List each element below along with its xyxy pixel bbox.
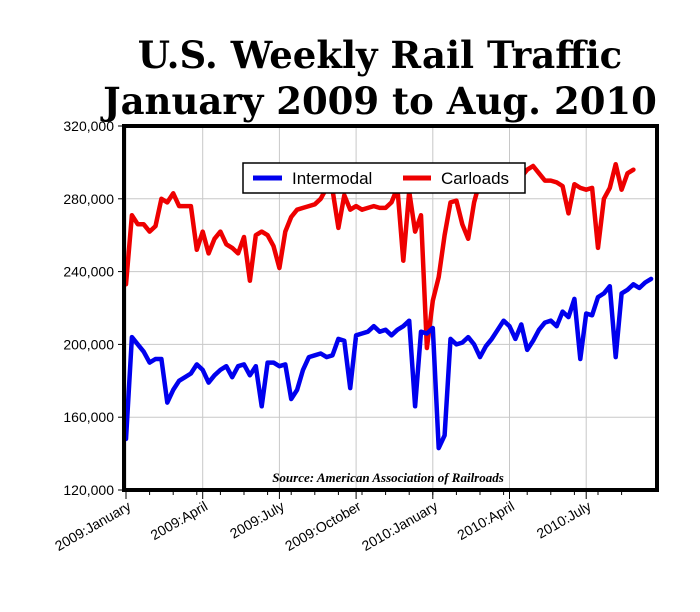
x-tick-label: 2010:July — [534, 498, 594, 542]
x-tick-label: 2009:October — [282, 498, 364, 554]
series-line-intermodal — [123, 276, 654, 451]
y-tick-label: 160,000 — [63, 409, 114, 425]
x-tick-label: 2010:April — [454, 498, 517, 543]
chart-title: U.S. Weekly Rail Traffic — [137, 33, 623, 77]
x-tick-label: 2009:April — [148, 498, 211, 543]
x-tick-label: 2010:January — [359, 498, 440, 554]
plot-frame — [122, 124, 659, 492]
chart-subtitle: January 2009 to Aug. 2010 — [103, 79, 657, 123]
y-tick-label: 200,000 — [63, 336, 114, 352]
legend-box — [242, 162, 526, 194]
x-tick-label: 2009:January — [52, 498, 133, 554]
x-axis: 2009:January 2009:April 2009:July2009:Octo… — [52, 490, 623, 554]
series-line-carloads — [123, 161, 636, 351]
y-tick-label: 320,000 — [63, 118, 114, 134]
y-axis: 120,000 160,000 200,000 240,000 280,000 320,0… — [63, 118, 124, 498]
legend: Intermodal Carloads — [242, 162, 526, 194]
y-tick-label: 120,000 — [63, 482, 114, 498]
legend-label-carloads: Carloads — [441, 169, 509, 188]
x-tick-label: 2009:July — [227, 498, 287, 542]
series-lines — [123, 161, 654, 451]
y-tick-label: 280,000 — [63, 191, 114, 207]
y-tick-label: 240,000 — [63, 264, 114, 280]
legend-label-intermodal: Intermodal — [292, 169, 372, 188]
source-note: Source: American Association of Railroad… — [272, 470, 504, 485]
